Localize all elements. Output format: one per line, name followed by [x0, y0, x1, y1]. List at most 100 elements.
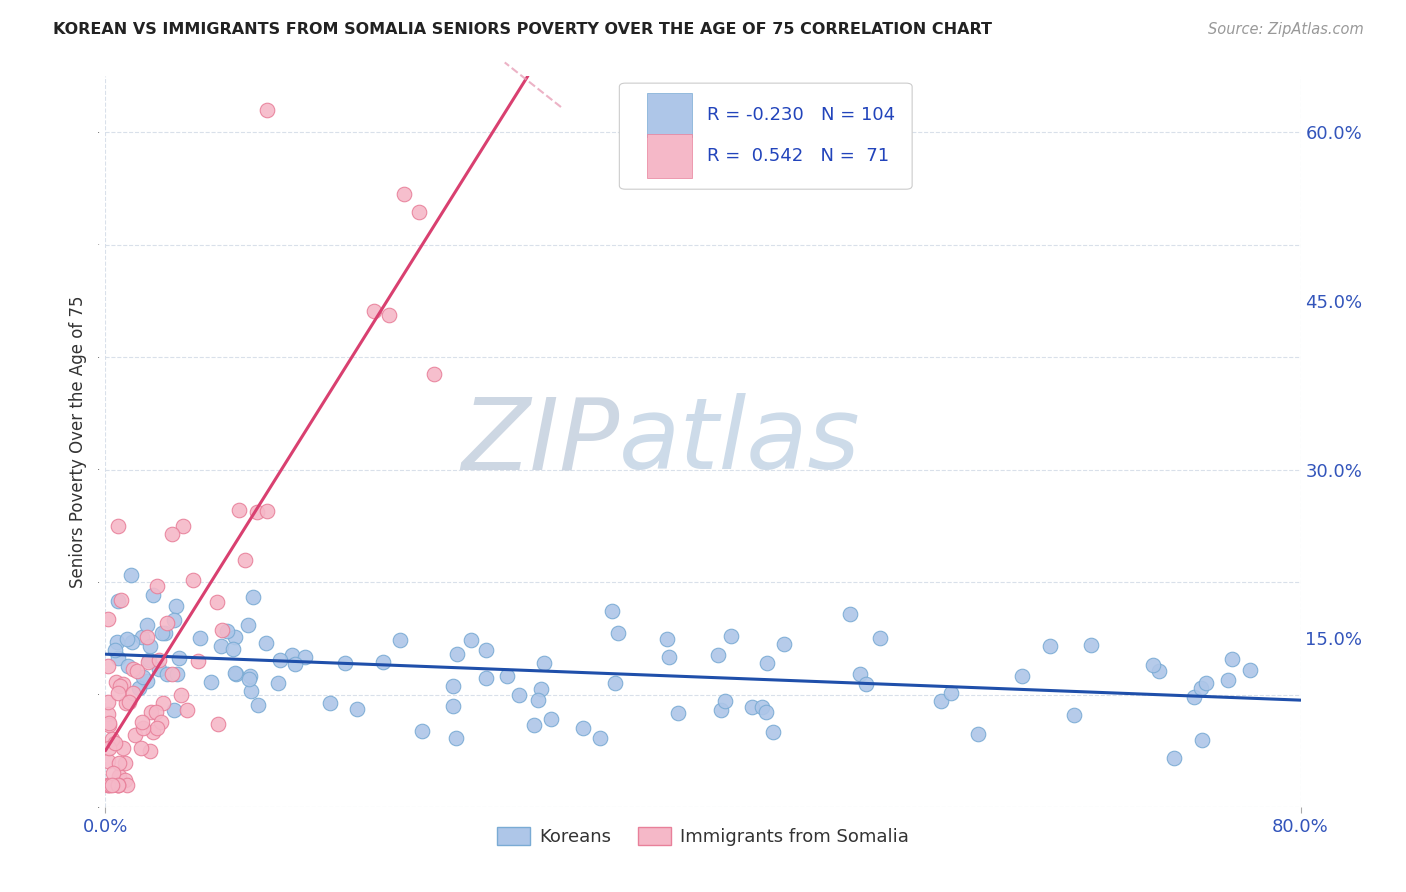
Point [97, 778, 120, 792]
Point [138, 652, 160, 666]
Point [152, 696, 174, 710]
Point [107, 593, 129, 607]
Point [118, 695, 141, 709]
Point [127, 665, 149, 679]
Point [107, 778, 129, 792]
Point [441, 698, 464, 713]
Point [849, 667, 872, 681]
Point [388, 633, 411, 648]
Point [533, 656, 555, 670]
Point [181, 573, 204, 587]
Point [142, 724, 165, 739]
Point [107, 778, 129, 792]
Point [120, 567, 142, 582]
Point [508, 688, 530, 702]
Point [165, 599, 187, 614]
Point [97, 707, 120, 722]
Point [114, 773, 136, 788]
Point [97, 611, 120, 625]
Point [207, 716, 229, 731]
Point [211, 624, 233, 638]
Point [460, 633, 482, 648]
Point [269, 653, 291, 667]
Y-axis label: Seniors Poverty Over the Age of 75: Seniors Poverty Over the Age of 75 [69, 295, 87, 588]
Point [156, 667, 179, 681]
Point [97, 754, 120, 768]
Point [150, 626, 173, 640]
Point [111, 740, 134, 755]
Point [105, 635, 128, 649]
Point [97, 741, 120, 756]
Point [284, 657, 307, 672]
Point [114, 756, 136, 770]
Point [236, 618, 259, 632]
Point [1216, 673, 1239, 687]
Point [572, 721, 595, 735]
Point [657, 632, 679, 646]
Point [107, 650, 129, 665]
Point [139, 639, 162, 653]
Point [107, 519, 129, 533]
Point [142, 588, 165, 602]
Point [146, 579, 169, 593]
Point [169, 689, 191, 703]
Point [107, 768, 129, 782]
Point [215, 624, 238, 639]
Point [411, 723, 433, 738]
Point [408, 205, 430, 219]
Point [228, 503, 250, 517]
Point [1039, 640, 1062, 654]
Point [122, 686, 145, 700]
Legend: Koreans, Immigrants from Somalia: Koreans, Immigrants from Somalia [491, 819, 915, 853]
Point [346, 701, 368, 715]
Point [707, 648, 730, 662]
Point [247, 698, 270, 712]
Point [131, 714, 153, 729]
Point [666, 706, 689, 721]
Point [131, 630, 153, 644]
Point [150, 714, 173, 729]
FancyBboxPatch shape [619, 83, 912, 189]
Point [1220, 652, 1243, 666]
Point [117, 659, 139, 673]
Point [107, 778, 129, 792]
Point [166, 667, 188, 681]
Point [141, 705, 163, 719]
Point [1189, 681, 1212, 696]
Point [600, 604, 623, 618]
Point [526, 692, 548, 706]
Point [172, 519, 194, 533]
Point [107, 756, 129, 771]
Point [187, 654, 209, 668]
Point [256, 504, 278, 518]
Point [741, 699, 763, 714]
Point [209, 639, 232, 653]
Point [104, 643, 127, 657]
Point [1184, 690, 1206, 704]
Point [160, 527, 183, 541]
Point [446, 647, 468, 661]
Text: Source: ZipAtlas.com: Source: ZipAtlas.com [1208, 22, 1364, 37]
Point [1063, 708, 1085, 723]
Point [101, 731, 124, 746]
FancyBboxPatch shape [647, 135, 692, 178]
Point [495, 669, 517, 683]
Point [755, 705, 778, 719]
Point [714, 694, 737, 708]
Point [97, 778, 120, 792]
Point [107, 686, 129, 700]
Point [110, 592, 132, 607]
Point [121, 635, 143, 649]
Point [145, 721, 167, 735]
Point [256, 103, 278, 117]
Point [1080, 638, 1102, 652]
Point [200, 675, 222, 690]
Point [378, 308, 401, 322]
Point [1195, 675, 1218, 690]
Point [1191, 733, 1213, 747]
Point [101, 778, 124, 792]
FancyBboxPatch shape [647, 93, 692, 136]
Point [294, 650, 316, 665]
Point [966, 727, 988, 741]
Point [148, 663, 170, 677]
